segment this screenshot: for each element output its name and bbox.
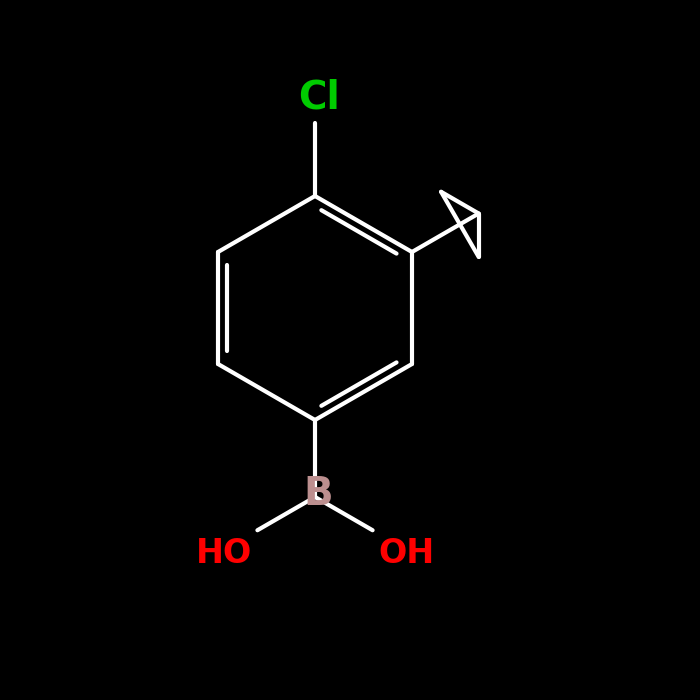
Text: HO: HO [195, 538, 252, 570]
Text: Cl: Cl [298, 79, 340, 117]
Text: OH: OH [378, 538, 435, 570]
Text: B: B [304, 475, 333, 512]
